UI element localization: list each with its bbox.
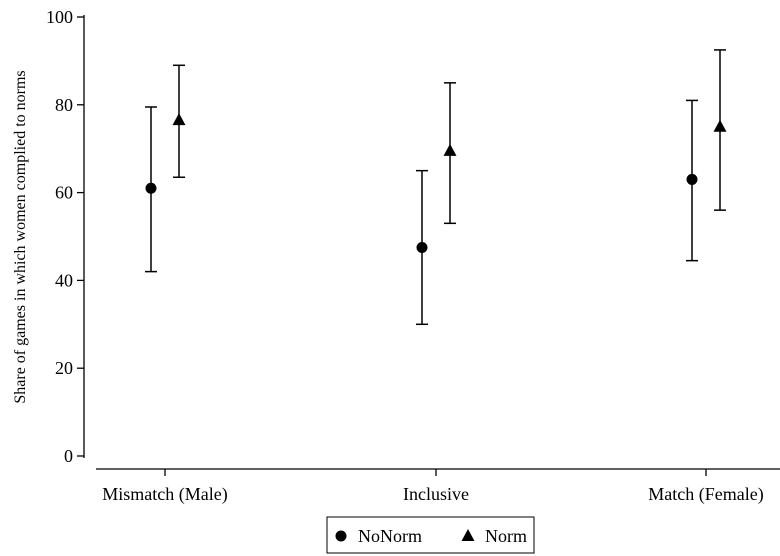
x-tick-label: Mismatch (Male) — [102, 484, 227, 505]
nonorm-point — [686, 173, 698, 185]
x-tick-label: Inclusive — [403, 484, 469, 504]
norm-point — [443, 143, 457, 156]
norm-point — [172, 113, 186, 126]
y-tick-label: 60 — [55, 183, 73, 203]
series-norm — [172, 49, 727, 225]
y-tick-label: 80 — [55, 95, 73, 115]
legend-label: Norm — [485, 526, 527, 546]
series-nonorm — [145, 99, 698, 326]
axes: 0 20 40 60 80 100 Mismatch (Male) Inclusive Mat… — [46, 7, 780, 505]
plot-marks — [145, 49, 727, 326]
legend-label: NoNorm — [358, 526, 422, 546]
nonorm-point — [416, 241, 428, 253]
y-tick-label: 100 — [46, 7, 73, 27]
legend-marker-triangle — [461, 529, 475, 541]
norm-point — [713, 119, 727, 132]
y-tick-label: 40 — [55, 270, 73, 290]
x-ticks: Mismatch (Male) Inclusive Match (Female) — [102, 469, 764, 505]
nonorm-point — [145, 182, 157, 194]
x-tick-label: Match (Female) — [648, 484, 763, 505]
y-ticks: 0 20 40 60 80 100 — [46, 7, 84, 466]
legend-box — [326, 516, 535, 554]
legend: NoNorm Norm — [326, 516, 535, 554]
legend-marker-circle — [335, 530, 347, 542]
y-tick-label: 20 — [55, 358, 73, 378]
y-axis-label: Share of games in which women complied t… — [12, 70, 29, 403]
legend-items: NoNorm Norm — [335, 526, 527, 546]
y-tick-label: 0 — [64, 446, 73, 466]
